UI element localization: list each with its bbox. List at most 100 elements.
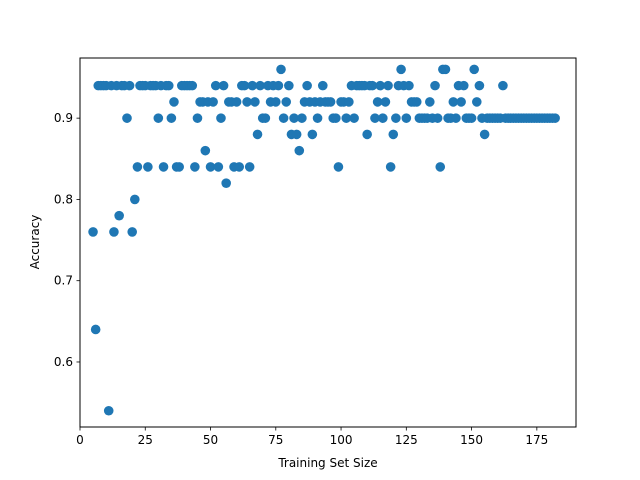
data-point [396,64,406,75]
data-point [270,97,281,107]
data-point [472,97,482,107]
data-point [333,162,344,172]
y-tick-label: 0.7 [54,274,73,288]
data-point [169,97,179,107]
data-point [216,113,226,123]
data-point [255,80,265,91]
data-point [88,227,98,237]
y-axis-label: Accuracy [28,215,42,270]
data-point [103,405,114,416]
data-point [469,64,479,75]
data-point [260,113,271,123]
data-point [448,97,459,107]
data-point [302,80,312,91]
data-point [344,97,354,107]
data-point [231,97,242,107]
data-point [435,162,446,172]
data-point [284,80,294,91]
data-point [432,113,443,123]
data-point [252,129,263,140]
x-axis-label: Training Set Size [277,456,377,470]
data-point [200,145,211,156]
data-point [372,97,383,107]
data-point [174,162,184,172]
data-point [143,162,153,172]
data-point [247,80,258,91]
data-point [132,162,143,172]
data-point [278,113,289,123]
data-point [90,324,101,335]
data-point [163,80,174,91]
x-axis-ticks: 0 25 50 75 100 125 150 175 [76,427,548,447]
data-point [362,129,372,140]
data-point [401,113,412,123]
data-point [317,80,328,91]
data-point [109,227,119,237]
data-point [380,97,391,107]
data-point [367,80,378,91]
data-point [114,210,124,221]
data-point [474,80,485,91]
data-point [391,113,401,123]
data-point [388,129,399,140]
data-point [276,64,286,75]
x-tick-label: 50 [203,433,218,447]
data-point [187,80,198,91]
y-tick-label: 0.8 [54,192,73,206]
data-point [210,80,221,91]
x-tick-label: 125 [395,433,418,447]
data-point [440,64,451,75]
data-point [458,80,469,91]
data-point [383,80,393,91]
data-point [385,162,396,172]
data-point [349,113,359,123]
x-tick-label: 0 [76,433,84,447]
data-point [550,113,560,123]
data-point [218,80,229,91]
data-point [221,178,231,188]
data-point [291,129,302,140]
data-point [378,113,388,123]
data-point [124,80,135,91]
x-tick-label: 25 [138,433,153,447]
data-point [312,113,323,123]
data-point [122,113,132,123]
x-tick-label: 175 [525,433,548,447]
data-point [375,80,386,91]
data-point [244,162,255,172]
data-point [166,113,177,123]
data-point [158,162,169,172]
points-layer [88,64,560,416]
x-tick-label: 75 [268,433,283,447]
data-point [127,227,138,237]
data-point [130,194,140,205]
x-tick-label: 100 [330,433,353,447]
data-point [205,162,216,172]
plot-area-frame [79,57,577,428]
data-point [297,113,307,123]
data-point [250,97,260,107]
data-point [208,97,218,107]
data-point [289,113,299,123]
data-point [294,145,305,156]
data-point [307,129,318,140]
data-point [273,80,284,91]
x-tick-label: 150 [460,433,483,447]
data-point [234,162,245,172]
data-point [498,80,508,91]
data-point [479,129,490,140]
data-point [466,113,477,123]
data-point [242,97,252,107]
data-point [341,113,352,123]
y-tick-label: 0.9 [54,111,73,125]
data-point [153,113,164,123]
data-point [411,97,422,107]
data-point [404,80,414,91]
data-point [190,162,200,172]
y-axis-ticks: 0.6 0.7 0.8 0.9 [54,111,80,369]
data-point [325,97,336,107]
data-point [281,97,292,107]
